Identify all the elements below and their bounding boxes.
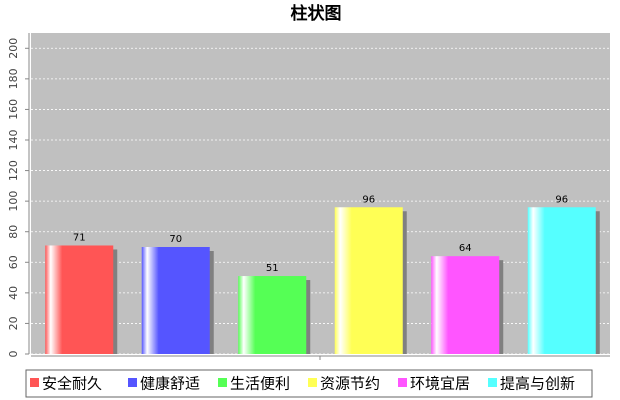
value-label: 51 xyxy=(266,263,279,274)
y-tick-label: 60 xyxy=(7,255,20,269)
value-label: 96 xyxy=(555,194,568,205)
legend-label: 生活便利 xyxy=(230,375,290,393)
bar xyxy=(527,207,596,354)
plot-area xyxy=(31,33,610,354)
value-label: 70 xyxy=(169,234,182,245)
y-tick-label: 180 xyxy=(7,68,20,89)
legend-swatch xyxy=(488,378,497,387)
legend-swatch xyxy=(128,378,137,387)
bar xyxy=(45,245,114,354)
bar xyxy=(238,276,307,354)
y-tick-label: 100 xyxy=(7,191,20,212)
y-tick-label: 20 xyxy=(7,316,20,330)
chart-title: 柱状图 xyxy=(291,3,342,24)
y-tick-label: 140 xyxy=(7,130,20,151)
bar xyxy=(141,247,210,354)
bar xyxy=(334,207,403,354)
y-tick-label: 80 xyxy=(7,225,20,239)
legend-swatch xyxy=(308,378,317,387)
y-tick-label: 0 xyxy=(7,351,20,358)
legend-swatch xyxy=(398,378,407,387)
value-label: 96 xyxy=(362,194,375,205)
value-label: 71 xyxy=(73,232,86,243)
legend-swatch xyxy=(30,378,39,387)
y-tick-label: 200 xyxy=(7,38,20,59)
legend-label: 环境宜居 xyxy=(410,375,470,393)
y-tick-label: 120 xyxy=(7,160,20,181)
legend-label: 资源节约 xyxy=(320,375,380,393)
legend-label: 健康舒适 xyxy=(140,375,200,393)
y-tick-label: 40 xyxy=(7,286,20,300)
y-tick-label: 160 xyxy=(7,99,20,120)
legend-swatch xyxy=(218,378,227,387)
legend-label: 安全耐久 xyxy=(42,375,102,393)
bar xyxy=(431,256,500,354)
value-label: 64 xyxy=(459,243,472,254)
legend-label: 提高与创新 xyxy=(500,375,575,393)
